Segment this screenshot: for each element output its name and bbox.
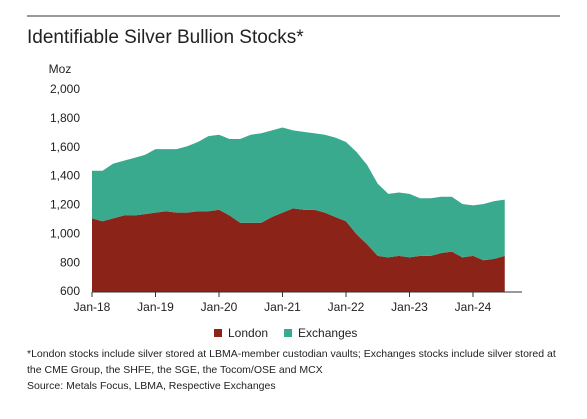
x-tick-label: Jan-24 (455, 300, 492, 314)
y-tick-label: 1,200 (50, 198, 80, 212)
y-tick-label: 1,600 (50, 140, 80, 154)
legend-swatch (284, 329, 293, 337)
x-tick-label: Jan-21 (264, 300, 301, 314)
y-axis-label: Moz (49, 62, 72, 76)
y-tick-label: 1,400 (50, 169, 80, 183)
x-tick-label: Jan-22 (328, 300, 365, 314)
y-tick-label: 800 (60, 255, 80, 269)
legend-label: London (228, 326, 268, 340)
x-tick-label: Jan-19 (137, 300, 174, 314)
source: Source: Metals Focus, LBMA, Respective E… (27, 380, 276, 392)
area (92, 208, 505, 292)
legend-label: Exchanges (298, 326, 357, 340)
y-tick-label: 1,800 (50, 111, 80, 125)
chart-title: Identifiable Silver Bullion Stocks* (27, 27, 304, 48)
footnotes: *London stocks include silver stored at … (27, 348, 556, 392)
y-tick-label: 1,000 (50, 226, 80, 240)
y-tick-label: 2,000 (50, 82, 80, 96)
y-tick-label: 600 (60, 284, 80, 298)
legend-swatch (214, 329, 222, 337)
x-tick-label: Jan-23 (391, 300, 428, 314)
area (92, 127, 505, 261)
note: *London stocks include silver stored at … (27, 348, 556, 376)
x-tick-label: Jan-20 (201, 300, 238, 314)
x-tick-label: Jan-18 (74, 300, 111, 314)
